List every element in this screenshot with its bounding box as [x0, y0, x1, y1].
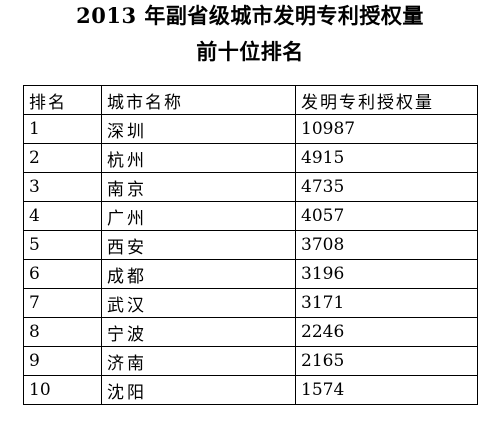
city-cell: 杭州	[101, 143, 296, 173]
rank-cell: 4	[23, 201, 102, 231]
city-cell: 成都	[101, 259, 296, 289]
rank-cell: 3	[23, 172, 102, 202]
city-cell: 广州	[101, 201, 296, 231]
rank-cell: 9	[23, 346, 102, 376]
table-row: 8 宁波 2246	[23, 317, 478, 347]
page-title: 2013 年副省级城市发明专利授权量	[76, 3, 424, 28]
city-cell: 宁波	[101, 317, 296, 347]
table-row: 3 南京 4735	[23, 172, 478, 202]
table-header-row: 排名 城市名称 发明专利授权量	[23, 85, 478, 115]
table-row: 6 成都 3196	[23, 259, 478, 289]
patents-cell: 4057	[295, 201, 478, 231]
patents-cell: 3708	[295, 230, 478, 260]
header-patents: 发明专利授权量	[295, 85, 478, 115]
table-row: 4 广州 4057	[23, 201, 478, 231]
city-cell: 沈阳	[101, 375, 296, 405]
rank-cell: 8	[23, 317, 102, 347]
patents-cell: 2165	[295, 346, 478, 376]
patents-cell: 1574	[295, 375, 478, 405]
header-rank: 排名	[23, 85, 102, 115]
patents-cell: 4915	[295, 143, 478, 173]
city-cell: 南京	[101, 172, 296, 202]
city-cell: 深圳	[101, 114, 296, 144]
table-row: 7 武汉 3171	[23, 288, 478, 318]
patents-cell: 2246	[295, 317, 478, 347]
patents-cell: 10987	[295, 114, 478, 144]
rank-cell: 7	[23, 288, 102, 318]
rank-cell: 1	[23, 114, 102, 144]
table-row: 1 深圳 10987	[23, 114, 478, 144]
rank-cell: 10	[23, 375, 102, 405]
patents-cell: 4735	[295, 172, 478, 202]
table-row: 5 西安 3708	[23, 230, 478, 260]
table-row: 9 济南 2165	[23, 346, 478, 376]
rank-cell: 5	[23, 230, 102, 260]
city-cell: 西安	[101, 230, 296, 260]
header-city: 城市名称	[101, 85, 296, 115]
table-row: 10 沈阳 1574	[23, 375, 478, 405]
rank-cell: 2	[23, 143, 102, 173]
ranking-table: 排名 城市名称 发明专利授权量 1 深圳 10987 2 杭州 4915 3 南…	[23, 85, 478, 405]
city-cell: 济南	[101, 346, 296, 376]
patents-cell: 3171	[295, 288, 478, 318]
page-subtitle: 前十位排名	[196, 39, 304, 64]
rank-cell: 6	[23, 259, 102, 289]
table-row: 2 杭州 4915	[23, 143, 478, 173]
city-cell: 武汉	[101, 288, 296, 318]
patents-cell: 3196	[295, 259, 478, 289]
